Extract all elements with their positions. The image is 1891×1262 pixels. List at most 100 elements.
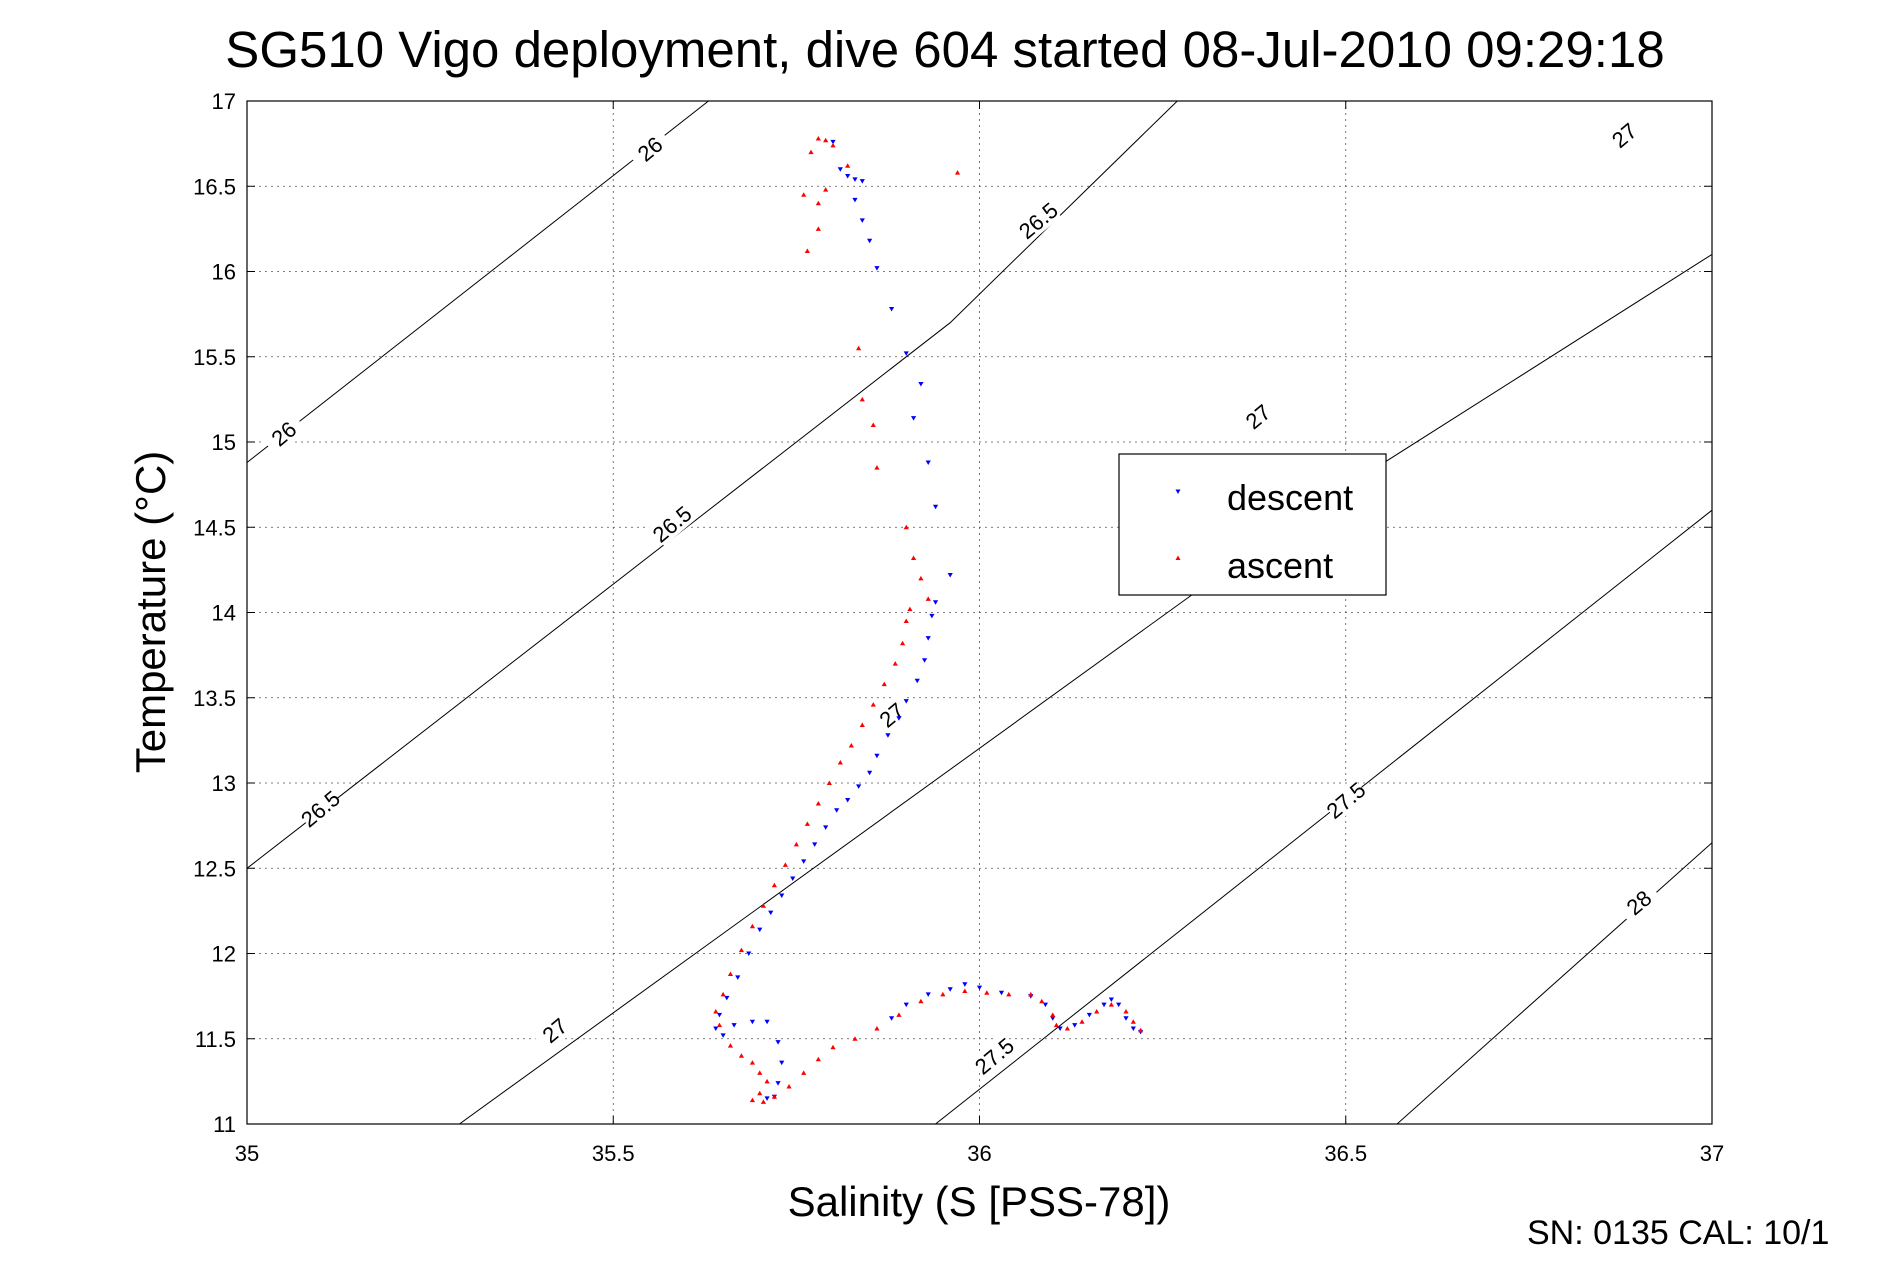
ascent-point: [760, 903, 767, 908]
y-tick-label: 14: [212, 601, 236, 626]
ascent-point: [1079, 1019, 1085, 1024]
x-tick-label: 36: [967, 1141, 991, 1166]
ascent-point: [984, 990, 990, 995]
y-tick-label: 16: [212, 260, 236, 285]
ascent-point: [830, 142, 836, 148]
legend-marker-descent: [1175, 489, 1181, 494]
ascent-point: [870, 702, 876, 707]
ascent-point: [910, 555, 917, 560]
contour-label: 26.5: [296, 786, 345, 833]
sigma-contour-line: [934, 509, 1712, 1124]
descent-point: [932, 600, 939, 605]
descent-point: [932, 504, 939, 510]
descent-point: [874, 753, 880, 759]
ascent-point: [903, 618, 909, 624]
descent-point: [801, 859, 807, 864]
legend: descent ascent: [1118, 453, 1387, 596]
descent-point: [1123, 1016, 1129, 1021]
ascent-point: [826, 780, 832, 785]
descent-point: [775, 1081, 781, 1086]
series-ascent: [713, 136, 1144, 1104]
ascent-point: [859, 396, 865, 402]
ascent-point: [1039, 998, 1045, 1004]
x-tick-label: 37: [1700, 1141, 1724, 1166]
descent-point: [910, 416, 917, 421]
ascent-point: [1064, 1026, 1070, 1031]
ascent-point: [804, 821, 810, 826]
ascent-point: [801, 1070, 807, 1075]
descent-point: [731, 1023, 737, 1028]
ascent-point: [1138, 1027, 1144, 1033]
contour-label-bg: [1322, 778, 1369, 823]
contour-label-bg: [626, 126, 673, 171]
descent-point: [903, 699, 909, 704]
descent-point: [823, 825, 829, 830]
descent-point: [918, 382, 924, 387]
ascent-point: [896, 1012, 902, 1017]
descent-point: [720, 1033, 726, 1038]
ascent-point: [771, 882, 777, 888]
ascent-point: [757, 1070, 763, 1075]
series-descent: [713, 139, 1144, 1101]
contour-label: 27.5: [970, 1033, 1019, 1080]
descent-point: [889, 1016, 895, 1021]
descent-point: [885, 733, 891, 738]
descent-point: [716, 1012, 723, 1018]
ascent-point: [940, 991, 946, 997]
sigma-contour-line: [459, 253, 1712, 1124]
descent-point: [746, 951, 752, 956]
ascent-point: [1130, 1019, 1136, 1024]
ascent-point: [720, 991, 726, 997]
ascent-point: [749, 1060, 756, 1065]
contour-label-bg: [260, 411, 307, 456]
ascent-point: [738, 1053, 745, 1058]
ascent-point: [962, 988, 968, 994]
ascent-point: [874, 1026, 880, 1031]
ascent-point: [808, 149, 814, 155]
descent-point: [852, 177, 858, 182]
descent-point: [768, 910, 774, 916]
legend-marker-ascent: [1175, 555, 1181, 560]
y-axis-label: Temperature (°C): [127, 451, 174, 774]
descent-point: [903, 351, 909, 356]
y-tick-label: 12.5: [193, 856, 236, 881]
ascent-point: [738, 947, 745, 953]
ascent-point: [771, 1094, 777, 1099]
contour-label-bg: [1234, 394, 1281, 439]
descent-point: [925, 460, 931, 465]
descent-point: [976, 985, 983, 991]
descent-point: [764, 1019, 770, 1025]
ascent-point: [749, 923, 756, 929]
ascent-point: [1050, 1012, 1056, 1017]
ascent-point: [815, 800, 821, 806]
ascent-point: [830, 1044, 836, 1050]
descent-point: [1042, 1002, 1049, 1008]
ascent-point: [1053, 1022, 1060, 1028]
x-axis-ticks: 35 35.5 36 36.5 37: [235, 101, 1724, 1166]
ascent-point: [782, 862, 788, 867]
ascent-point: [823, 187, 829, 192]
x-axis-label: Salinity (S [PSS-78]): [788, 1178, 1171, 1225]
ascent-point: [1028, 991, 1034, 997]
contour-label-bg: [297, 786, 344, 831]
x-tick-label: 35.5: [592, 1141, 635, 1166]
descent-point: [775, 1040, 781, 1045]
x-tick-label: 36.5: [1324, 1141, 1367, 1166]
ascent-point: [856, 345, 862, 351]
descent-point: [845, 174, 851, 179]
y-tick-label: 17: [212, 89, 236, 114]
legend-label-ascent: ascent: [1227, 545, 1333, 586]
ascent-point: [1123, 1008, 1129, 1014]
descent-point: [724, 995, 730, 1001]
ascent-point: [727, 1043, 734, 1048]
grid-lines: [247, 101, 1712, 1124]
contour-label-bg: [1015, 198, 1062, 243]
ascent-point: [801, 192, 807, 197]
descent-point: [1057, 1026, 1063, 1032]
ascent-point: [870, 422, 876, 427]
ascent-point: [845, 163, 851, 168]
ascent-point: [874, 465, 880, 470]
descent-point: [874, 266, 880, 271]
descent-point: [925, 992, 931, 997]
